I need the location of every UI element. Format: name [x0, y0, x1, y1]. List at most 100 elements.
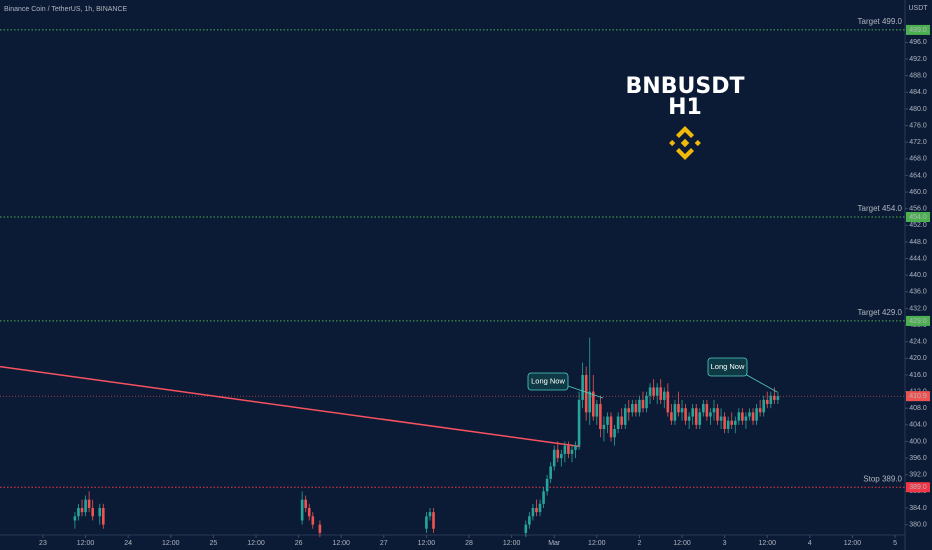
- candle-body: [716, 408, 719, 421]
- candle-body: [726, 420, 730, 429]
- candle-body: [709, 412, 712, 417]
- candle-body: [698, 412, 702, 425]
- y-tick-label: 456.0: [909, 206, 927, 213]
- candle-body: [769, 395, 773, 405]
- candle-body: [531, 507, 535, 517]
- candle-body: [574, 445, 577, 450]
- x-tick-label: 12:00: [503, 540, 521, 547]
- candle-body: [613, 428, 616, 438]
- candle-body: [741, 412, 744, 421]
- candle-body: [538, 503, 542, 513]
- level-tag: [906, 24, 930, 35]
- level-tag: [906, 211, 930, 222]
- level-tag-label: 389.0: [909, 484, 927, 491]
- candle-body: [776, 396, 780, 400]
- level-label: Target 499.0: [858, 17, 903, 26]
- candle-body: [77, 507, 80, 517]
- y-tick-label: 468.0: [909, 156, 927, 163]
- candle-body: [584, 374, 588, 413]
- annotation-text: Long Now: [531, 376, 565, 385]
- y-tick-label: 492.0: [909, 56, 927, 63]
- candle-body: [680, 408, 684, 413]
- y-tick-label: 432.0: [909, 305, 927, 312]
- candle-body: [563, 445, 567, 454]
- candle-body: [666, 391, 670, 413]
- y-tick-label: 496.0: [909, 39, 927, 46]
- level-tag-label: 454.0: [909, 214, 927, 221]
- candle-body: [581, 374, 584, 400]
- y-tick-label: 464.0: [909, 172, 927, 179]
- candle-body: [80, 507, 84, 513]
- candle-body: [591, 391, 595, 417]
- candle-body: [599, 404, 602, 429]
- candle-body: [765, 399, 769, 405]
- y-tick-label: 396.0: [909, 455, 927, 462]
- y-tick-label: 436.0: [909, 289, 927, 296]
- plot-area: 380.0384.0388.0392.0396.0400.0404.0408.0…: [0, 17, 930, 547]
- x-tick-label: 12:00: [758, 540, 776, 547]
- candle-body: [687, 416, 691, 421]
- candle-body: [524, 524, 528, 533]
- candle-body: [620, 416, 623, 425]
- y-tick-label: 424.0: [909, 339, 927, 346]
- candle-body: [595, 404, 599, 417]
- y-tick-label: 408.0: [909, 405, 927, 412]
- candle-body: [602, 424, 606, 429]
- candle-body: [762, 399, 765, 413]
- level-tag: [906, 315, 930, 326]
- x-tick-label: 12:00: [77, 540, 95, 547]
- y-tick-label: 440.0: [909, 272, 927, 279]
- x-tick-label: 24: [124, 540, 132, 547]
- x-tick-label: 12:00: [673, 540, 691, 547]
- candle-body: [73, 516, 77, 521]
- candle-body: [737, 412, 741, 421]
- chart-subtitle: H1: [668, 95, 702, 120]
- y-tick-label: 452.0: [909, 222, 927, 229]
- candle-body: [84, 499, 87, 513]
- x-tick-label: 26: [295, 540, 303, 547]
- candle-body: [609, 416, 613, 438]
- candle-body: [98, 507, 102, 517]
- candle-body: [655, 387, 659, 396]
- candle-body: [432, 512, 435, 529]
- x-tick-label: 4: [808, 540, 812, 547]
- candle-body: [545, 478, 549, 492]
- x-tick-label: 23: [39, 540, 47, 547]
- candle-body: [627, 408, 631, 413]
- candle-body: [748, 412, 751, 417]
- level-label: Target 454.0: [858, 204, 903, 213]
- x-tick-label: 27: [380, 540, 388, 547]
- x-tick-label: 12:00: [588, 540, 606, 547]
- last-price-tag: [906, 391, 930, 402]
- x-tick-label: 28: [465, 540, 473, 547]
- level-label: Target 429.0: [858, 308, 903, 317]
- candle-body: [744, 416, 748, 421]
- candle-body: [425, 516, 428, 529]
- candle-body: [623, 408, 627, 425]
- candle-body: [684, 408, 687, 421]
- y-tick-label: 488.0: [909, 73, 927, 80]
- candle-body: [91, 507, 94, 517]
- candle-body: [638, 399, 641, 413]
- x-tick-label: 12:00: [332, 540, 350, 547]
- y-unit: USDT: [908, 5, 928, 12]
- x-tick-label: 12:00: [844, 540, 862, 547]
- candle-body: [662, 391, 666, 400]
- x-tick-label: 25: [209, 540, 217, 547]
- x-tick-label: 2: [637, 540, 641, 547]
- candle-body: [673, 404, 677, 421]
- candle-body: [773, 395, 776, 400]
- candle-body: [652, 387, 655, 396]
- annotation: Long Now: [527, 372, 604, 399]
- level-tag-label: 499.0: [909, 27, 927, 34]
- y-tick-label: 484.0: [909, 89, 927, 96]
- candle-body: [606, 416, 609, 425]
- candle-body: [670, 412, 673, 421]
- last-price-label: 410.9: [909, 393, 927, 400]
- candle-body: [542, 491, 545, 504]
- candle-body: [645, 395, 648, 409]
- annotation-text: Long Now: [711, 362, 745, 371]
- candle-body: [659, 387, 663, 400]
- candle-body: [648, 387, 652, 396]
